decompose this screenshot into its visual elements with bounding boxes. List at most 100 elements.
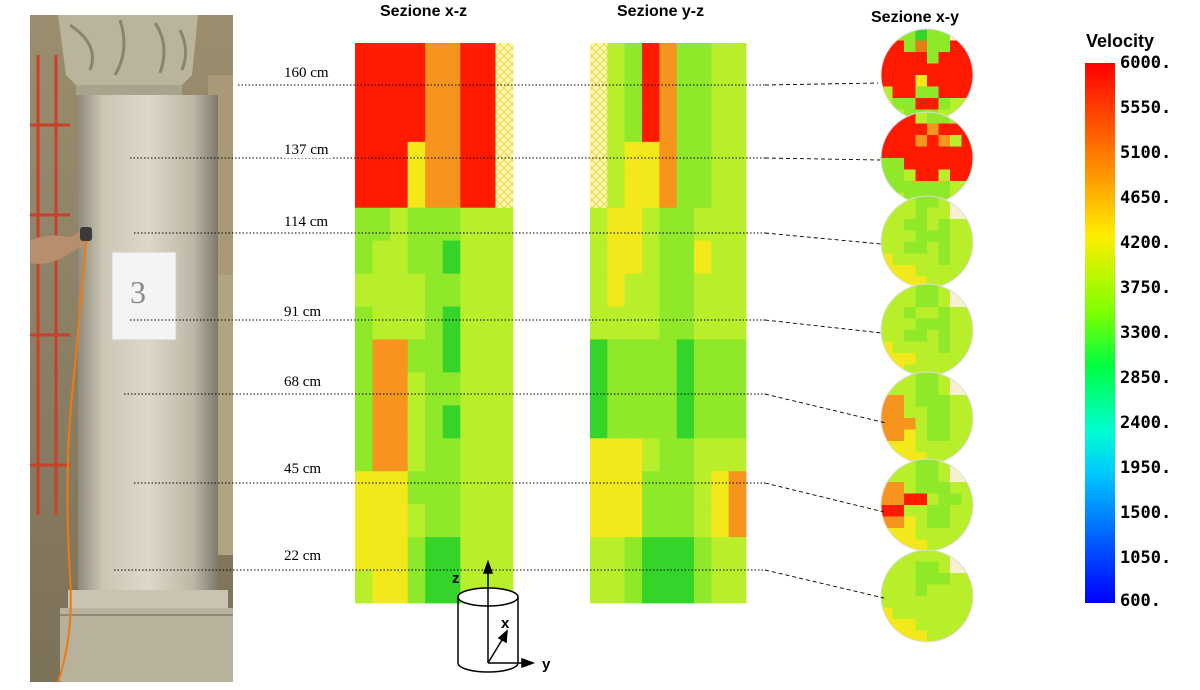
xy-map-cell <box>915 158 928 170</box>
xy-map-cell <box>881 86 893 99</box>
xz-map-cell <box>372 339 391 373</box>
xz-map-cell <box>425 372 444 406</box>
xy-map-cell <box>938 493 951 506</box>
xy-section-circle <box>881 372 973 464</box>
yz-map-cell <box>642 240 660 274</box>
xz-map-cell <box>407 240 426 274</box>
circle-connector-line <box>764 393 887 424</box>
xy-map-cell <box>881 395 893 407</box>
xy-map-cell <box>904 98 916 110</box>
yz-map-cell <box>676 570 695 604</box>
xy-map-cell <box>881 63 893 76</box>
xy-map-cell <box>927 630 939 642</box>
xy-map-cell <box>927 86 939 99</box>
xy-map-cell <box>881 52 893 64</box>
xy-map-cell <box>915 276 928 288</box>
xy-map-cell <box>961 196 973 208</box>
circle-connector-line <box>764 157 881 161</box>
xy-map-cell <box>961 418 973 430</box>
xy-map-cell <box>881 75 893 87</box>
xy-map-cell <box>904 482 916 494</box>
legend-tick: 5100. <box>1120 143 1172 163</box>
height-label-91: 91 cm <box>282 304 324 320</box>
xz-map-cell <box>442 207 461 242</box>
xy-map-cell <box>881 29 893 41</box>
xz-map-cell <box>442 43 461 77</box>
xz-map-cell <box>390 207 409 242</box>
xz-map-cell <box>372 306 391 340</box>
xz-map-cell <box>495 438 514 472</box>
legend-tick: 3300. <box>1120 323 1172 343</box>
xy-map-cell <box>938 98 951 110</box>
xy-map-cell <box>961 75 973 87</box>
yz-map-cell <box>624 174 643 209</box>
xy-map-cell <box>950 207 962 220</box>
xz-map-cell <box>495 372 514 406</box>
xz-map-cell <box>477 207 496 242</box>
xy-map-cell <box>881 406 893 419</box>
xy-map-cell <box>927 429 939 442</box>
xy-map-cell <box>915 146 928 159</box>
yz-map-cell <box>728 339 747 373</box>
xy-map-cell <box>927 584 939 597</box>
xy-map-cell <box>927 418 939 430</box>
yz-map-cell <box>642 75 660 110</box>
yz-map-cell <box>694 207 712 242</box>
xy-map-cell <box>881 607 893 620</box>
xy-map-cell <box>938 135 951 147</box>
xy-map-cell <box>892 353 905 365</box>
yz-map-cell <box>659 372 678 406</box>
xz-map-cell <box>355 306 373 340</box>
xz-map-cell <box>372 43 391 77</box>
yz-section-title: Sezione y-z <box>617 3 705 20</box>
xy-map-cell <box>892 135 905 147</box>
legend-tick: 1500. <box>1120 503 1172 523</box>
xz-map-cell <box>425 438 444 472</box>
xy-map-cell <box>950 528 962 540</box>
xy-map-cell <box>892 181 905 193</box>
yz-map-cell <box>642 339 660 373</box>
xy-map-cell <box>915 318 928 331</box>
xy-map-cell <box>915 353 928 365</box>
xy-map-cell <box>927 158 939 170</box>
xy-map-cell <box>927 482 939 494</box>
xz-map-cell <box>355 240 373 274</box>
xy-map-cell <box>961 493 973 506</box>
xy-map-cell <box>892 169 905 182</box>
xy-map-cell <box>927 63 939 76</box>
xz-map-cell <box>372 108 391 143</box>
xy-map-cell <box>927 505 939 517</box>
xy-map-cell <box>938 219 951 231</box>
xy-map-cell <box>927 353 939 365</box>
xy-map-cell <box>938 112 951 124</box>
xz-map-cell <box>477 43 496 77</box>
yz-map-cell <box>642 108 660 143</box>
xy-map-cell <box>961 253 973 266</box>
xz-map-cell <box>355 570 373 604</box>
xz-section-title: Sezione x-z <box>380 3 468 20</box>
yz-map-cell <box>728 240 747 274</box>
xz-map-cell <box>355 108 373 143</box>
xz-map-cell <box>355 43 373 77</box>
xy-map-cell <box>938 265 951 277</box>
xz-map-cell <box>355 504 373 538</box>
xz-map-cell <box>495 537 514 571</box>
yz-map-cell <box>590 339 608 373</box>
xz-map-cell <box>390 141 409 176</box>
xz-map-cell <box>425 273 444 307</box>
xz-map-cell <box>372 471 391 505</box>
xy-map-cell <box>881 341 893 354</box>
xy-map-cell <box>904 40 916 53</box>
xy-map-cell <box>915 341 928 354</box>
xy-map-cell <box>904 112 916 124</box>
xz-map-cell <box>477 240 496 274</box>
yz-map-cell <box>659 537 678 571</box>
xz-map-cell <box>372 570 391 604</box>
yz-map-cell <box>728 471 747 505</box>
xy-map-cell <box>881 584 893 597</box>
xy-map-cell <box>927 112 939 124</box>
xy-map-cell <box>927 364 939 376</box>
circle-connector-line <box>764 482 885 513</box>
yz-map-cell <box>607 273 626 307</box>
xy-map-cell <box>950 516 962 529</box>
